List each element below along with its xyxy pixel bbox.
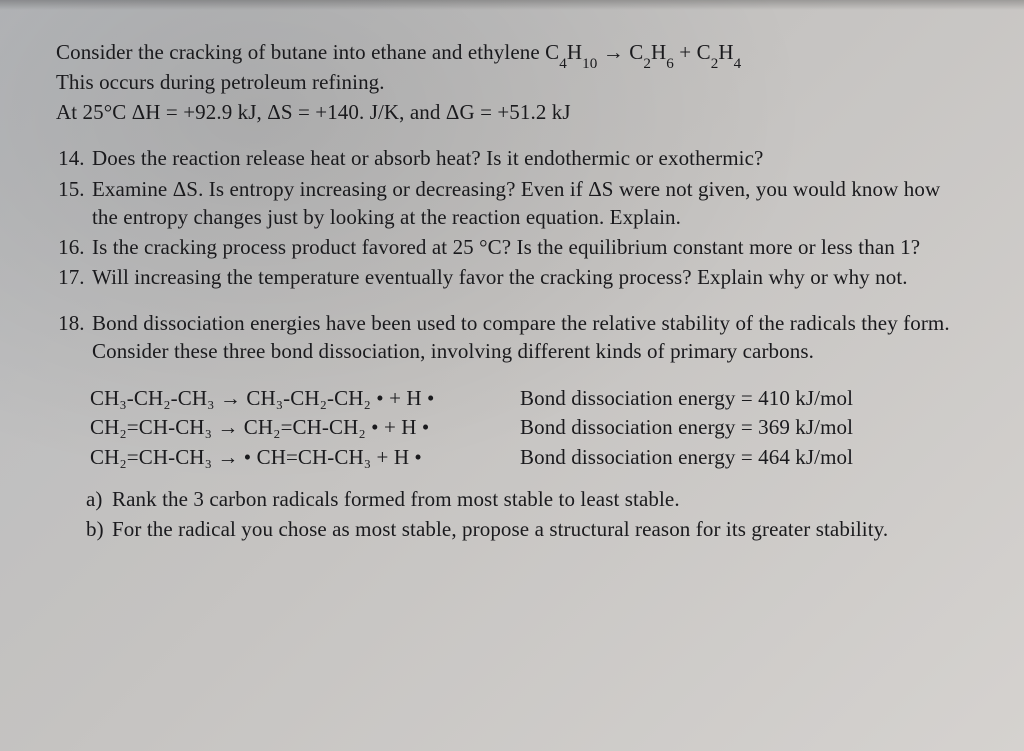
worksheet-page: Consider the cracking of butane into eth… [30, 2, 998, 747]
question-18-block: Bond dissociation energies have been use… [56, 309, 962, 543]
equation-lhs: CH₃-CH₂-CH₃ → CH₃-CH₂-CH₂ • + H • [90, 384, 520, 412]
txt: H [651, 40, 666, 64]
txt: + C [674, 40, 711, 64]
question-text: Bond dissociation energies have been use… [92, 311, 950, 363]
question-18a: a) Rank the 3 carbon radicals formed fro… [86, 485, 962, 513]
bond-equations: CH₃-CH₂-CH₃ → CH₃-CH₂-CH₂ • + H • Bond d… [56, 384, 962, 470]
equation-row-3: CH₂=CH-CH₃ → • CH=CH-CH₃ + H • Bond diss… [90, 443, 962, 471]
equation-lhs: CH₂=CH-CH₃ → CH₂=CH-CH₂ • + H • [90, 413, 520, 441]
equation-rhs: Bond dissociation energy = 369 kJ/mol [520, 413, 962, 441]
txt: Consider the cracking of butane into eth… [56, 40, 559, 64]
question-text: Will increasing the temperature eventual… [92, 265, 908, 289]
question-text: Rank the 3 carbon radicals formed from m… [112, 487, 680, 511]
question-15: Examine ΔS. Is entropy increasing or dec… [90, 175, 962, 231]
equation-lhs: CH₂=CH-CH₃ → • CH=CH-CH₃ + H • [90, 443, 520, 471]
question-text: For the radical you chose as most stable… [112, 517, 888, 541]
question-text: Does the reaction release heat or absorb… [92, 146, 763, 170]
question-text: Examine ΔS. Is entropy increasing or dec… [92, 177, 940, 229]
txt: H [718, 40, 733, 64]
question-18: Bond dissociation energies have been use… [90, 309, 962, 365]
question-16: Is the cracking process product favored … [90, 233, 962, 261]
intro-line-2: This occurs during petroleum refining. [56, 68, 962, 96]
sub-label: a) [86, 485, 103, 513]
equation-row-1: CH₃-CH₂-CH₃ → CH₃-CH₂-CH₂ • + H • Bond d… [90, 384, 962, 412]
equation-row-2: CH₂=CH-CH₃ → CH₂=CH-CH₂ • + H • Bond dis… [90, 413, 962, 441]
question-17: Will increasing the temperature eventual… [90, 263, 962, 291]
question-14: Does the reaction release heat or absorb… [90, 144, 962, 172]
question-text: Is the cracking process product favored … [92, 235, 920, 259]
question-18b: b) For the radical you chose as most sta… [86, 515, 962, 543]
intro-block: Consider the cracking of butane into eth… [56, 38, 962, 126]
questions-14-17: Does the reaction release heat or absorb… [56, 144, 962, 291]
intro-line-3: At 25°C ΔH = +92.9 kJ, ΔS = +140. J/K, a… [56, 98, 962, 126]
equation-rhs: Bond dissociation energy = 464 kJ/mol [520, 443, 962, 471]
sub-label: b) [86, 515, 104, 543]
txt: H [567, 40, 582, 64]
intro-line-1: Consider the cracking of butane into eth… [56, 38, 962, 66]
equation-rhs: Bond dissociation energy = 410 kJ/mol [520, 384, 962, 412]
subquestions: a) Rank the 3 carbon radicals formed fro… [56, 485, 962, 543]
txt: → C [597, 40, 643, 64]
